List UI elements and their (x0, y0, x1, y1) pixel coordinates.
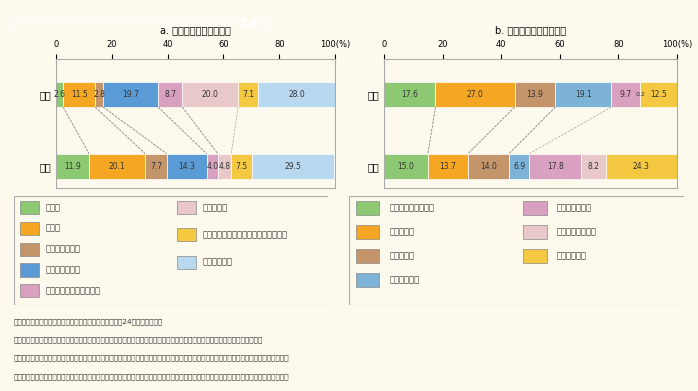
Text: 17.6: 17.6 (401, 90, 418, 99)
Text: 6.9: 6.9 (513, 161, 526, 171)
Text: 卸売業・小売業: 卸売業・小売業 (45, 265, 80, 274)
Bar (20, 284, 39, 297)
Text: 運輸業・郵便業: 運輸業・郵便業 (45, 245, 80, 254)
Bar (207, 154, 218, 179)
Bar (63, 82, 95, 107)
Text: 販売従事者: 販売従事者 (389, 251, 414, 260)
Text: 7.7: 7.7 (150, 161, 162, 171)
Text: サービス業（他に分類されないもの）: サービス業（他に分類されないもの） (202, 230, 288, 239)
Title: a. 就業者数の産業別割合: a. 就業者数の産業別割合 (160, 26, 231, 36)
Text: 専門的・技術的職業: 専門的・技術的職業 (389, 203, 434, 212)
Bar (20, 264, 39, 276)
Bar (384, 82, 436, 107)
Text: 17.8: 17.8 (547, 161, 564, 171)
Bar (581, 154, 606, 179)
Text: 14.0: 14.0 (480, 161, 497, 171)
Bar (177, 228, 196, 242)
Bar (509, 154, 529, 179)
Bar (231, 154, 252, 179)
Bar (238, 82, 258, 107)
Text: 15.0: 15.0 (397, 161, 415, 171)
Text: 8.2: 8.2 (588, 161, 600, 171)
Bar (524, 201, 547, 215)
Bar (356, 249, 379, 264)
Bar (556, 82, 611, 107)
Text: ２．（ａ．について）男女それぞれの上位５位の産業を抽出し，それ以外の産業は「その他の産業」に分類している。: ２．（ａ．について）男女それぞれの上位５位の産業を抽出し，それ以外の産業は「その… (14, 337, 263, 343)
Text: 宿泊業・飲食サービス業: 宿泊業・飲食サービス業 (45, 286, 101, 295)
Bar (384, 154, 428, 179)
Text: 7.5: 7.5 (236, 161, 248, 171)
Bar (56, 154, 89, 179)
Bar (56, 82, 63, 107)
Bar (177, 201, 196, 214)
Bar (20, 201, 39, 214)
Text: 19.7: 19.7 (122, 90, 139, 99)
Text: 20.1: 20.1 (109, 161, 126, 171)
Bar (20, 222, 39, 235)
Text: 20.0: 20.0 (202, 90, 218, 99)
Text: 第１－特－４図　産業別及び職業別の就業の状況（男女別，平成24年）: 第１－特－４図 産業別及び職業別の就業の状況（男女別，平成24年） (7, 17, 274, 30)
Text: 28.0: 28.0 (289, 90, 306, 99)
Bar (524, 225, 547, 239)
Bar (356, 225, 379, 239)
Bar (145, 154, 167, 179)
Text: 13.9: 13.9 (526, 90, 544, 99)
Bar (428, 154, 468, 179)
Bar (606, 154, 677, 179)
Bar (468, 154, 509, 179)
Text: 建設業: 建設業 (45, 203, 60, 212)
Text: 0.2: 0.2 (635, 92, 645, 97)
Text: 9.7: 9.7 (620, 90, 632, 99)
Text: サービス職業: サービス職業 (389, 275, 419, 284)
Text: その他の職業: その他の職業 (557, 251, 587, 260)
Text: 2.8: 2.8 (93, 90, 105, 99)
Text: 13.7: 13.7 (440, 161, 456, 171)
Text: 11.9: 11.9 (64, 161, 81, 171)
Text: 2.6: 2.6 (54, 90, 66, 99)
Bar (356, 273, 379, 287)
Bar (218, 154, 231, 179)
Text: （備考）１．総務省「労働力調査（基本集計）」（平成24年）より作成。: （備考）１．総務省「労働力調査（基本集計）」（平成24年）より作成。 (14, 319, 163, 325)
Text: 医療・福祉: 医療・福祉 (202, 203, 228, 212)
Bar (158, 82, 182, 107)
Text: 7.1: 7.1 (242, 90, 254, 99)
Bar (356, 201, 379, 215)
Text: 29.5: 29.5 (285, 161, 302, 171)
Text: 生産工程従事者: 生産工程従事者 (557, 203, 592, 212)
Text: 14.3: 14.3 (178, 161, 195, 171)
Bar (514, 82, 556, 107)
Bar (252, 154, 334, 179)
Bar (177, 256, 196, 269)
Bar (436, 82, 514, 107)
Text: 12.5: 12.5 (651, 90, 667, 99)
Text: 等が，「保安職業」には自衛官，警察官等が，「サービス職業」には家庭生活支援サービス，ホームヘルパー，美容師，クリー: 等が，「保安職業」には自衛官，警察官等が，「サービス職業」には家庭生活支援サービ… (14, 373, 290, 380)
Bar (89, 154, 145, 179)
Bar (640, 82, 677, 107)
Bar (103, 82, 158, 107)
Bar (611, 82, 640, 107)
Bar (524, 249, 547, 264)
Text: 建設・採掘従事者: 建設・採掘従事者 (557, 227, 597, 236)
Text: 4.8: 4.8 (218, 161, 230, 171)
Text: 4.0: 4.0 (206, 161, 218, 171)
Text: 8.7: 8.7 (164, 90, 176, 99)
Bar (529, 154, 581, 179)
Text: 製造業: 製造業 (45, 224, 60, 233)
Bar (95, 82, 103, 107)
Bar (167, 154, 207, 179)
Text: ３．（ｂ．について）「専門的・技術的職業」には，研究者，技術者，医師，看護師，弁護士，公認会計士，保育士，教員，芸術家: ３．（ｂ．について）「専門的・技術的職業」には，研究者，技術者，医師，看護師，弁… (14, 355, 290, 362)
Bar (20, 242, 39, 256)
Text: 27.0: 27.0 (467, 90, 484, 99)
Bar (258, 82, 336, 107)
Text: 事務従事者: 事務従事者 (389, 227, 414, 236)
Text: 24.3: 24.3 (632, 161, 650, 171)
Text: 11.5: 11.5 (70, 90, 87, 99)
Title: b. 就業者数の職業別割合: b. 就業者数の職業別割合 (495, 26, 566, 36)
Text: 19.1: 19.1 (575, 90, 592, 99)
Text: その他の産業: その他の産業 (202, 258, 232, 267)
Bar (182, 82, 238, 107)
